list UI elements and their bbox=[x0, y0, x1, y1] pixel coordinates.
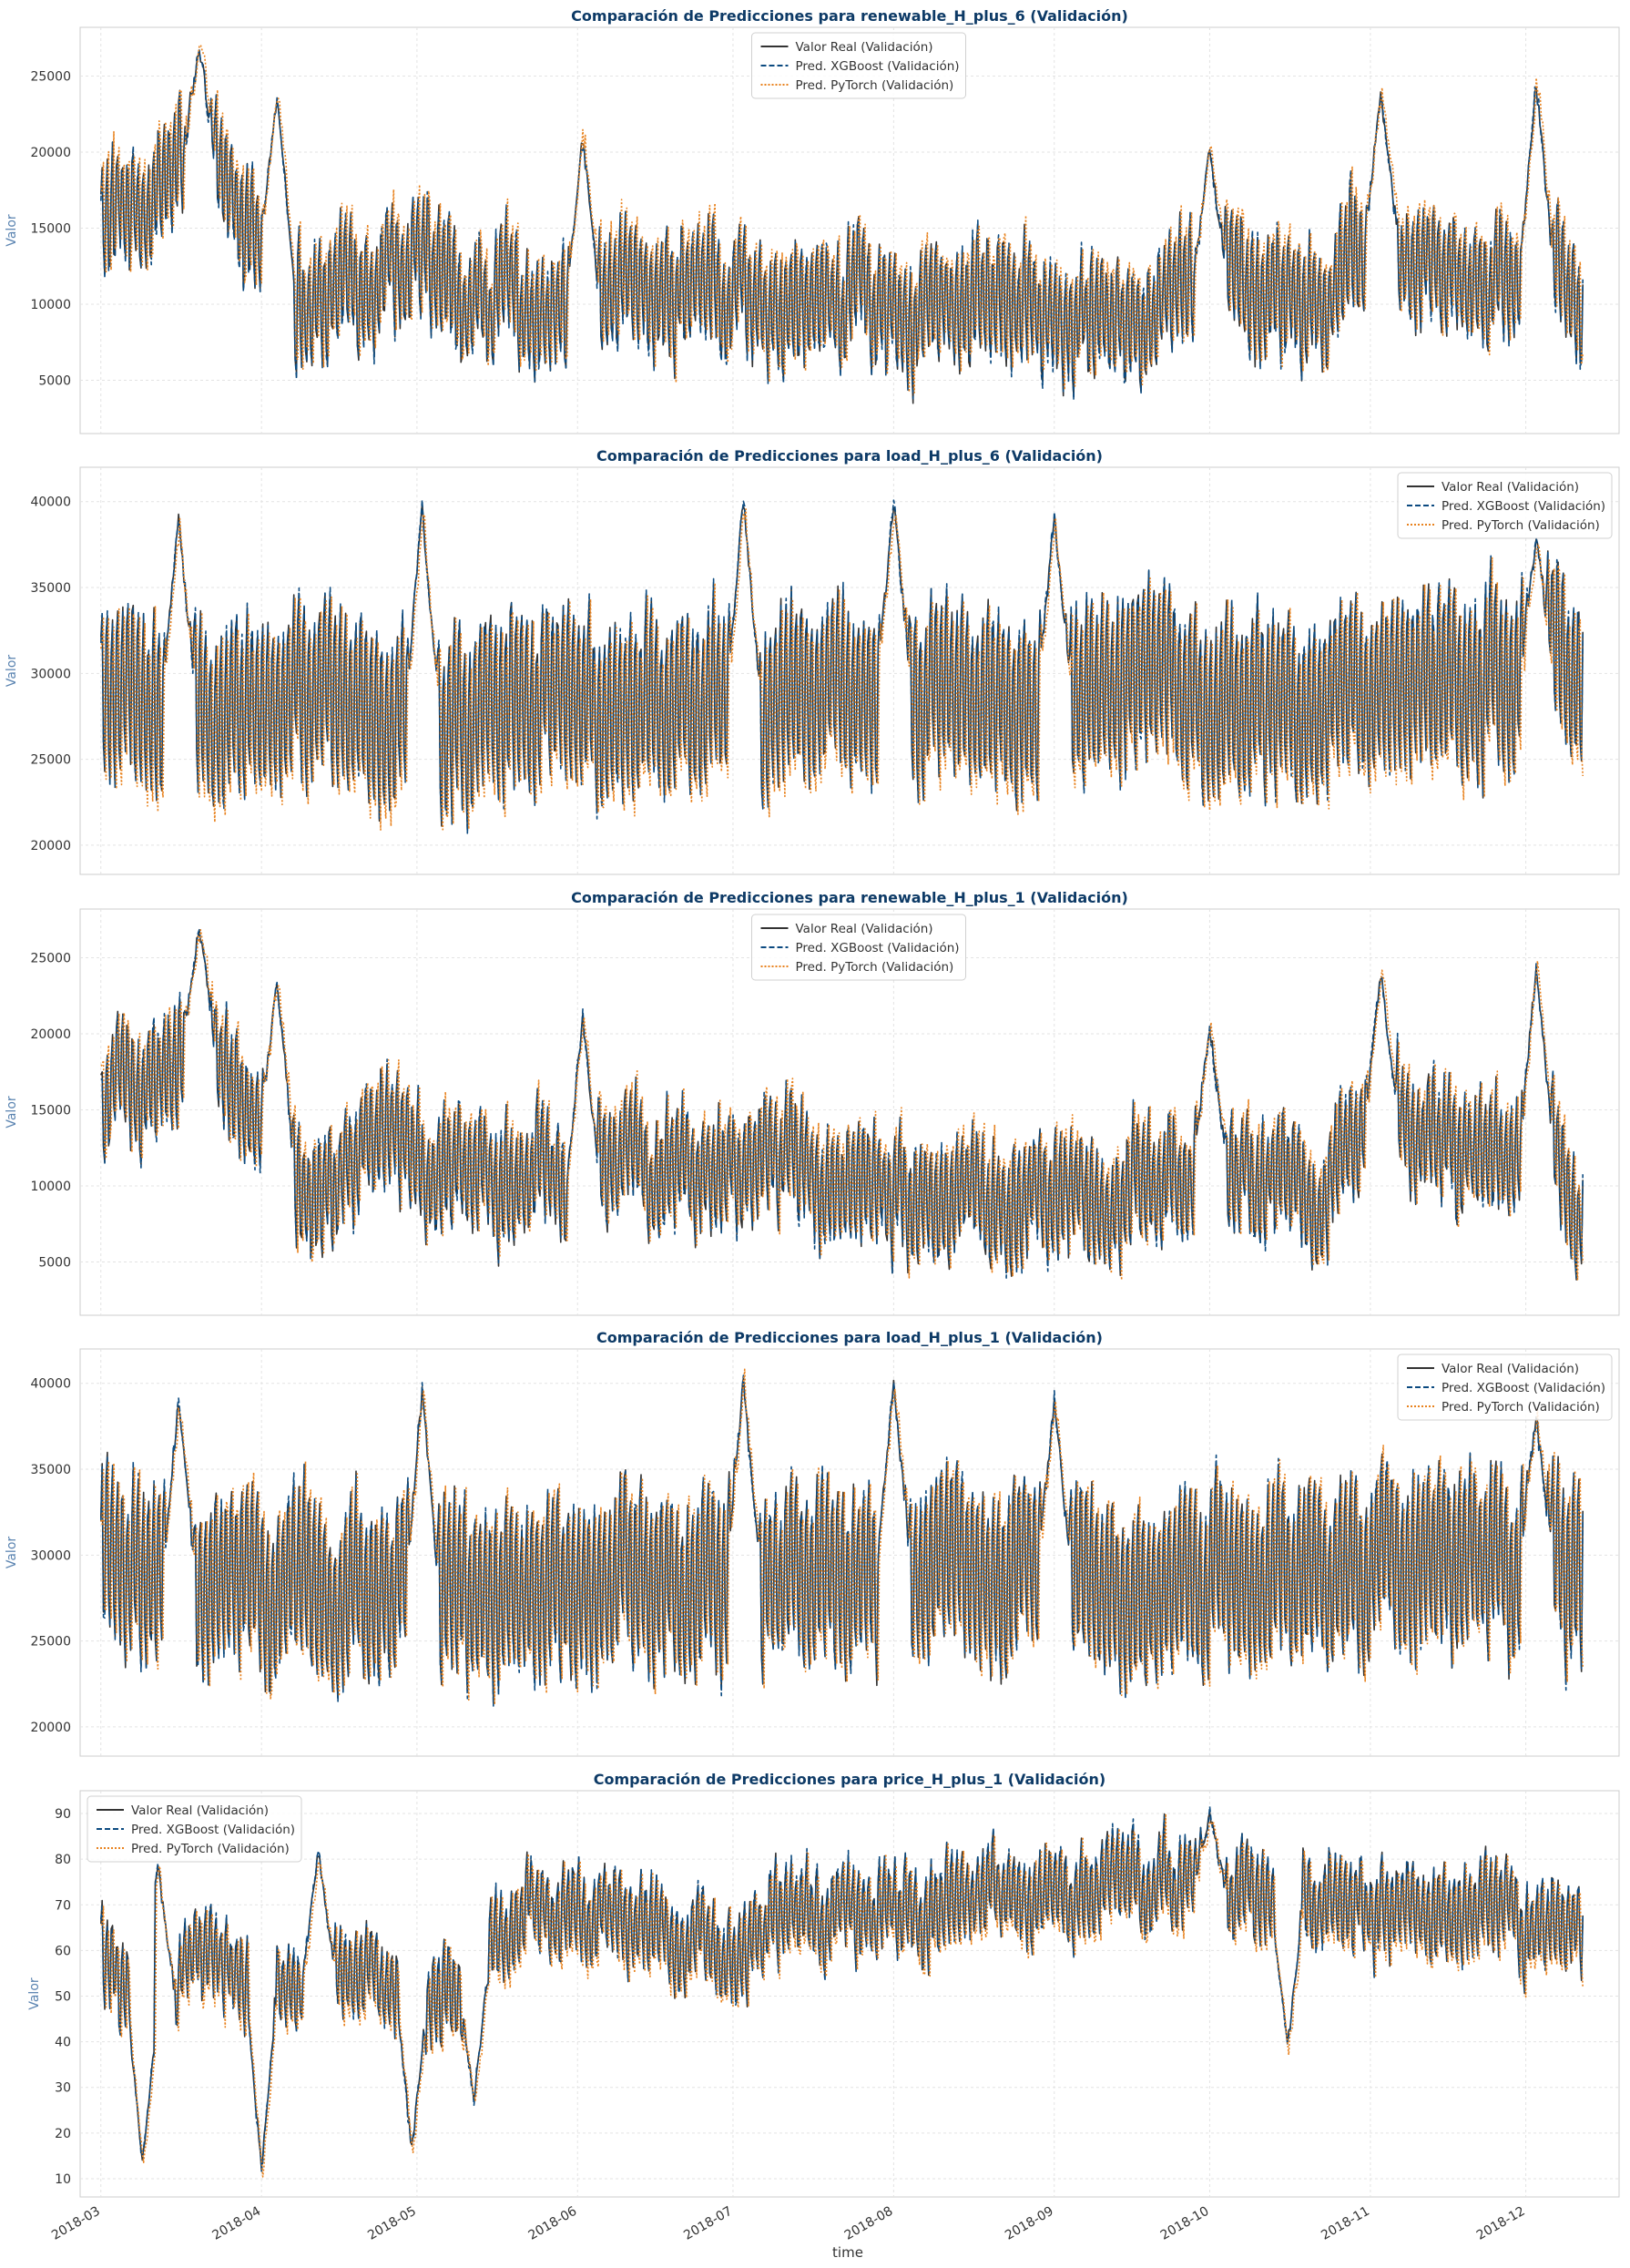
y-tick-label: 40000 bbox=[30, 495, 71, 510]
legend-label: Pred. PyTorch (Validación) bbox=[1442, 518, 1600, 533]
series-line-pytorch bbox=[100, 44, 1584, 393]
y-tick-label: 20 bbox=[55, 2127, 71, 2141]
legend-box bbox=[751, 32, 966, 99]
legend-label: Pred. XGBoost (Validación) bbox=[1442, 499, 1605, 514]
x-tick-label: 2018-07 bbox=[681, 2204, 735, 2243]
y-tick-label: 30 bbox=[55, 2081, 71, 2096]
x-tick-label: 2018-10 bbox=[1158, 2204, 1212, 2243]
legend-label: Pred. XGBoost (Validación) bbox=[131, 1823, 295, 1837]
y-tick-label: 50 bbox=[55, 1990, 71, 2005]
x-tick-label: 2018-06 bbox=[526, 2204, 580, 2243]
legend-label: Pred. XGBoost (Validación) bbox=[1442, 1381, 1605, 1395]
legend-label: Valor Real (Validación) bbox=[131, 1803, 269, 1818]
x-tick-label: 2018-04 bbox=[209, 2204, 263, 2243]
legend-box bbox=[1397, 1354, 1613, 1421]
series-line-pytorch bbox=[100, 1813, 1584, 2178]
y-tick-label: 80 bbox=[55, 1853, 71, 1867]
chart-panel-2: 20000 25000 30000 35000 40000 Comparación de … bbox=[5, 447, 1620, 875]
legend-label: Valor Real (Validación) bbox=[796, 922, 933, 936]
x-axis-label: time bbox=[832, 2244, 863, 2261]
y-tick-label: 40 bbox=[55, 2036, 71, 2050]
legend-label: Valor Real (Validación) bbox=[796, 40, 933, 55]
legend-label: Pred. PyTorch (Validación) bbox=[131, 1842, 290, 1856]
chart-panel-3: 5000 10000 15000 20000 25000 Comparación de P… bbox=[5, 889, 1620, 1316]
x-tick-label: 2018-08 bbox=[842, 2204, 896, 2243]
y-tick-label: 35000 bbox=[30, 1463, 71, 1477]
y-tick-label: 90 bbox=[55, 1807, 71, 1822]
x-tick-label: 2018-09 bbox=[1003, 2204, 1056, 2243]
series-line-xgboost bbox=[100, 1805, 1584, 2172]
x-tick-label: 2018-11 bbox=[1319, 2204, 1372, 2243]
y-tick-label: 30000 bbox=[30, 667, 71, 681]
x-tick-label: 2018-03 bbox=[49, 2204, 103, 2243]
y-tick-label: 5000 bbox=[38, 1256, 71, 1271]
legend-label: Pred. PyTorch (Validación) bbox=[1442, 1400, 1600, 1415]
y-tick-label: 10000 bbox=[30, 1180, 71, 1194]
series-line-pytorch bbox=[100, 508, 1584, 831]
y-tick-label: 25000 bbox=[30, 1635, 71, 1650]
y-tick-label: 20000 bbox=[30, 1721, 71, 1735]
legend-label: Pred. XGBoost (Validación) bbox=[796, 59, 960, 74]
y-tick-label: 30000 bbox=[30, 1548, 71, 1563]
legend-label: Valor Real (Validación) bbox=[1442, 1362, 1579, 1376]
y-tick-label: 20000 bbox=[30, 146, 71, 160]
legend-box bbox=[751, 914, 966, 981]
x-tick-label: 2018-05 bbox=[365, 2204, 419, 2243]
y-tick-label: 20000 bbox=[30, 839, 71, 853]
y-tick-label: 10 bbox=[55, 2172, 71, 2187]
legend: Valor Real (Validación) Pred. XGBoost (Va… bbox=[751, 914, 966, 981]
y-axis-label: Valor bbox=[27, 1977, 42, 2010]
legend-label: Pred. PyTorch (Validación) bbox=[796, 78, 954, 93]
y-tick-label: 40000 bbox=[30, 1377, 71, 1392]
y-axis-label: Valor bbox=[5, 655, 19, 688]
y-tick-label: 10000 bbox=[30, 298, 71, 312]
y-tick-label: 25000 bbox=[30, 69, 71, 84]
y-axis-label: Valor bbox=[5, 1537, 19, 1569]
y-tick-label: 25000 bbox=[30, 753, 71, 768]
legend: Valor Real (Validación) Pred. XGBoost (Va… bbox=[751, 32, 966, 99]
chart-title: Comparación de Predicciones para renewab… bbox=[571, 7, 1128, 25]
plot-area bbox=[79, 1790, 1620, 2198]
y-tick-label: 25000 bbox=[30, 951, 71, 965]
chart-panel-5: 10 20 30 40 50 60 70 80 90 2018-03 2018-04 2018-05 2… bbox=[27, 1771, 1620, 2243]
y-tick-label: 70 bbox=[55, 1898, 71, 1913]
chart-title: Comparación de Predicciones para renewab… bbox=[571, 889, 1128, 906]
y-tick-label: 35000 bbox=[30, 581, 71, 596]
y-tick-label: 15000 bbox=[30, 221, 71, 236]
series-line-xgboost bbox=[100, 1374, 1584, 1707]
chart-panel-1: 5000 10000 15000 20000 25000 Comparación de P… bbox=[5, 7, 1620, 434]
legend-label: Pred. XGBoost (Validación) bbox=[796, 941, 960, 955]
y-tick-label: 5000 bbox=[38, 374, 71, 389]
x-tick-label: 2018-12 bbox=[1474, 2204, 1528, 2243]
y-tick-label: 15000 bbox=[30, 1103, 71, 1118]
chart-panel-4: 20000 25000 30000 35000 40000 Comparación de … bbox=[5, 1329, 1620, 1757]
series-line-xgboost bbox=[100, 49, 1584, 401]
legend: Valor Real (Validación) Pred. XGBoost (Va… bbox=[1397, 1354, 1613, 1421]
legend-box bbox=[1397, 472, 1613, 539]
chart-title: Comparación de Predicciones para load_H_… bbox=[596, 447, 1103, 465]
legend: Valor Real (Validación) Pred. XGBoost (Va… bbox=[87, 1795, 302, 1863]
chart-title: Comparación de Predicciones para price_H… bbox=[594, 1771, 1105, 1788]
y-tick-label: 20000 bbox=[30, 1027, 71, 1042]
y-axis-label: Valor bbox=[5, 214, 19, 247]
y-tick-label: 60 bbox=[55, 1944, 71, 1958]
legend-box bbox=[87, 1795, 302, 1863]
series-line-pytorch bbox=[100, 1368, 1584, 1705]
y-axis-label: Valor bbox=[5, 1096, 19, 1129]
legend: Valor Real (Validación) Pred. XGBoost (Va… bbox=[1397, 472, 1613, 539]
legend-label: Pred. PyTorch (Validación) bbox=[796, 960, 954, 975]
chart-title: Comparación de Predicciones para load_H_… bbox=[596, 1329, 1103, 1346]
legend-label: Valor Real (Validación) bbox=[1442, 480, 1579, 495]
